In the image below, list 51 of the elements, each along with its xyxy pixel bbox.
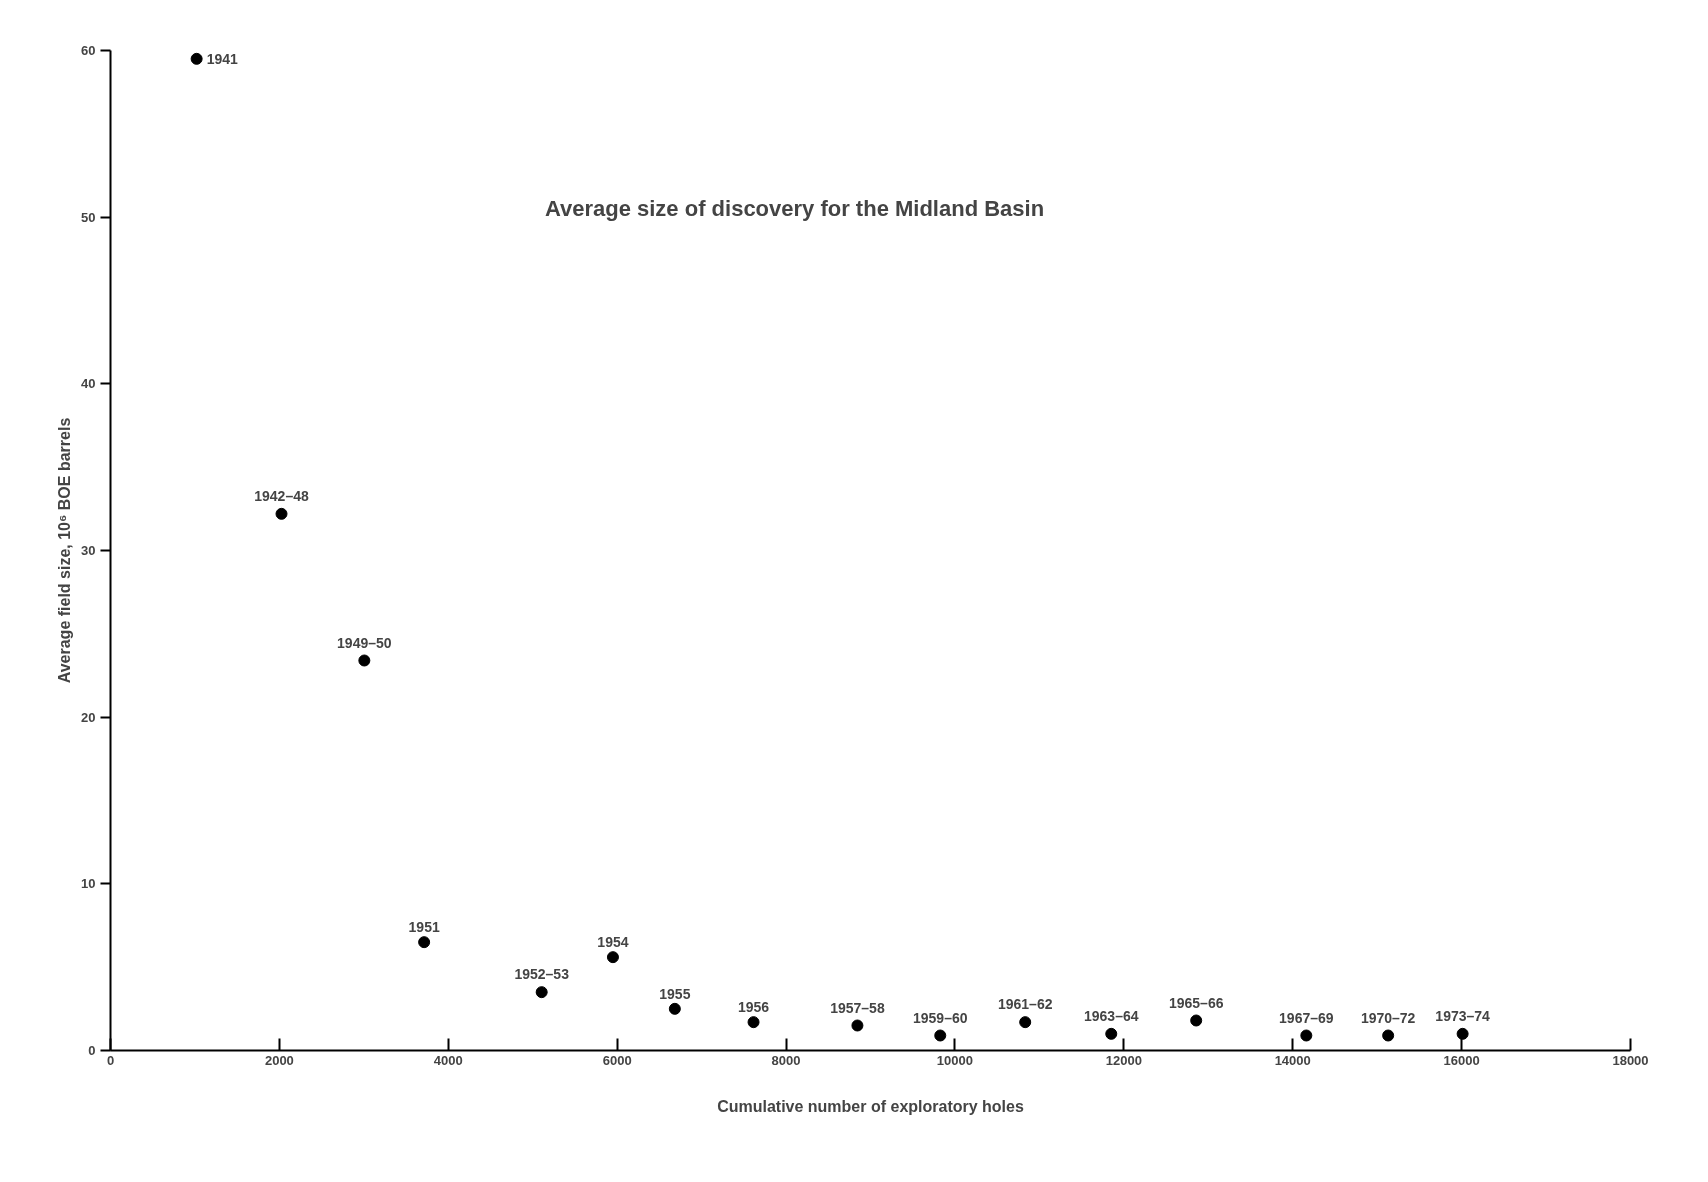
point: [190, 52, 203, 65]
point: [358, 654, 371, 667]
x-axis-title: Cumulative number of exploratory holes: [717, 1097, 1024, 1115]
y-tick-label: 40: [81, 376, 96, 392]
point: [1456, 1027, 1469, 1040]
annotation: 1954: [597, 934, 629, 951]
x-tick-label: 6000: [602, 1052, 632, 1068]
x-tick-label: 14000: [1274, 1052, 1311, 1068]
annotation: 1941: [206, 50, 238, 67]
point: [1190, 1014, 1203, 1027]
x-tick-label: 16000: [1443, 1052, 1480, 1068]
annotation: 1949–50: [337, 634, 392, 651]
annotation: 1970–72: [1360, 1009, 1416, 1026]
x-tick-label: 10000: [936, 1052, 974, 1068]
x-tick-label: 4000: [433, 1052, 463, 1068]
x-tick-label: 12000: [1105, 1052, 1142, 1068]
point: [747, 1016, 760, 1029]
point: [1105, 1027, 1118, 1040]
point: [934, 1029, 947, 1042]
x-tick-label: 8000: [771, 1052, 801, 1068]
annotation: 1967–69: [1279, 1009, 1334, 1026]
x-tick-label: 2000: [264, 1052, 294, 1068]
point: [1300, 1029, 1313, 1042]
y-tick-label: 20: [81, 709, 96, 725]
annotation: 1973–74: [1435, 1007, 1491, 1024]
annotation: 1957–58: [830, 999, 885, 1016]
point: [1019, 1016, 1032, 1029]
point: [606, 951, 619, 964]
y-tick-label: 10: [81, 876, 96, 892]
point: [275, 507, 288, 520]
annotation: 1951: [408, 919, 440, 936]
annotation: 1952–53: [514, 966, 570, 983]
annotation: 1955: [659, 985, 691, 1002]
text: Average size of discovery for the Midland Basin: [544, 195, 1045, 221]
annotation: 1963–64: [1084, 1007, 1139, 1024]
y-tick-label: 60: [81, 43, 96, 58]
point: [535, 986, 548, 999]
annotation: 1942–48: [254, 487, 309, 504]
annotation: 1959–60: [913, 1009, 968, 1026]
y-tick-label: 50: [81, 209, 96, 225]
y-axis-title: Average field size, 10⁶ BOE barrels: [56, 417, 74, 684]
point: [1382, 1029, 1395, 1042]
x-tick-label: 18000: [1612, 1052, 1649, 1068]
y-tick-label: 30: [81, 543, 96, 558]
annotation: 1961–62: [997, 996, 1053, 1013]
point: [418, 936, 431, 949]
annotation: 1956: [737, 999, 770, 1016]
x-tick-label: 0: [106, 1052, 115, 1068]
annotation: 1965–66: [1168, 994, 1224, 1011]
point: [851, 1019, 864, 1032]
point: [668, 1002, 681, 1015]
